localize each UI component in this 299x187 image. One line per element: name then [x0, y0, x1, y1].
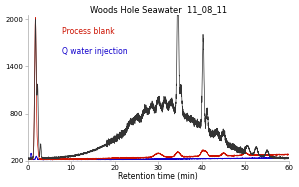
- Title: Woods Hole Seawater  11_08_11: Woods Hole Seawater 11_08_11: [90, 6, 227, 15]
- X-axis label: Retention time (min): Retention time (min): [118, 172, 198, 181]
- Text: Process blank: Process blank: [62, 27, 114, 36]
- Text: Q water injection: Q water injection: [62, 47, 127, 56]
